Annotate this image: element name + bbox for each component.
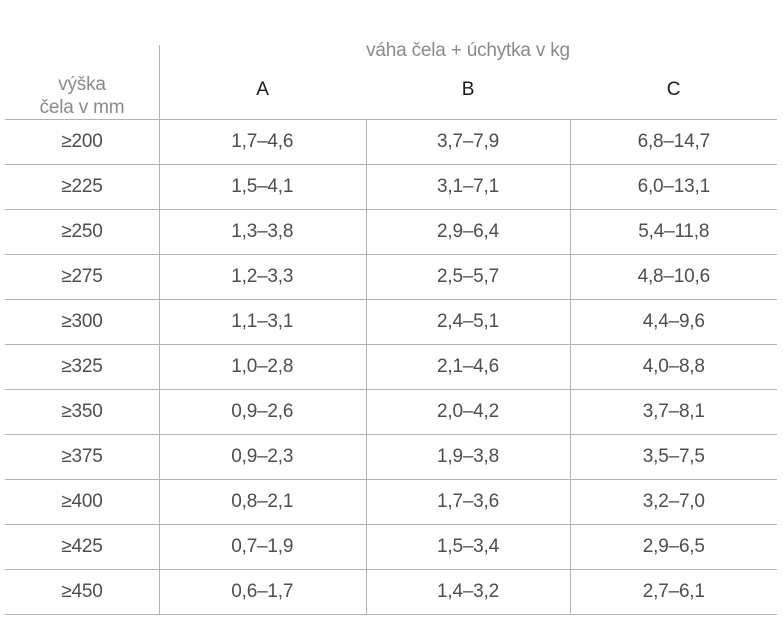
column-header-c: C: [666, 79, 681, 101]
row-header-height: ≥225: [61, 175, 103, 197]
value-cell-b: 3,7–7,9: [365, 119, 570, 164]
value-cell-c: 3,5–7,5: [569, 434, 778, 479]
table-row: ≥300 1,1–3,1 2,4–5,1 4,4–9,6: [5, 299, 778, 344]
table-row: ≥250 1,3–3,8 2,9–6,4 5,4–11,8: [5, 209, 778, 254]
value-cell-b: 2,4–5,1: [365, 299, 570, 344]
value-cell-b: 1,7–3,6: [365, 479, 570, 524]
value-cell-a: 1,0–2,8: [231, 355, 294, 377]
row-header-height: ≥275: [61, 265, 103, 287]
row-axis-header-line2: čela v mm: [39, 96, 125, 118]
group-header-label: váha čela + úchytka v kg: [366, 40, 570, 61]
table-row: ≥450 0,6–1,7 1,4–3,2 2,7–6,1: [5, 569, 778, 614]
table-row: ≥225 1,5–4,1 3,1–7,1 6,0–13,1: [5, 164, 778, 209]
value-cell-b: 1,5–3,4: [365, 524, 570, 569]
value-cell-b: 2,0–4,2: [365, 389, 570, 434]
value-cell-c: 4,8–10,6: [569, 254, 778, 299]
column-header-a: A: [256, 79, 269, 101]
table-header: výška čela v mm váha čela + úchytka v kg…: [5, 0, 777, 119]
group-header-row: výška čela v mm váha čela + úchytka v kg: [5, 0, 777, 118]
value-cell-a: 0,6–1,7: [231, 580, 294, 602]
value-cell-b: 2,1–4,6: [365, 344, 570, 389]
value-cell-c: 3,7–8,1: [569, 389, 778, 434]
value-cell-a: 1,7–4,6: [231, 130, 294, 152]
value-cell-b: 2,9–6,4: [365, 209, 570, 254]
value-cell-a: 1,3–3,8: [231, 220, 294, 242]
table-row: ≥325 1,0–2,8 2,1–4,6 4,0–8,8: [5, 344, 778, 389]
row-header-height: ≥350: [61, 400, 103, 422]
value-cell-b: 3,1–7,1: [365, 164, 570, 209]
column-letters-row: A B C: [5, 62, 777, 119]
value-cell-a: 1,1–3,1: [231, 310, 294, 332]
value-cell-c: 6,0–13,1: [569, 164, 778, 209]
row-header-height: ≥375: [61, 445, 103, 467]
column-divider-line: [159, 45, 160, 614]
row-header-height: ≥250: [61, 220, 103, 242]
value-cell-a: 0,9–2,3: [231, 445, 294, 467]
value-cell-a: 0,7–1,9: [231, 535, 294, 557]
table-row: ≥375 0,9–2,3 1,9–3,8 3,5–7,5: [5, 434, 778, 479]
row-header-height: ≥425: [61, 535, 103, 557]
front-weight-table: výška čela v mm váha čela + úchytka v kg…: [5, 0, 778, 615]
column-header-b: B: [461, 79, 475, 101]
table-row: ≥275 1,2–3,3 2,5–5,7 4,8–10,6: [5, 254, 778, 299]
value-cell-c: 4,0–8,8: [569, 344, 778, 389]
table-row: ≥400 0,8–2,1 1,7–3,6 3,2–7,0: [5, 479, 778, 524]
row-header-height: ≥300: [61, 310, 103, 332]
value-cell-b: 1,9–3,8: [365, 434, 570, 479]
row-header-height: ≥200: [61, 130, 103, 152]
value-cell-c: 6,8–14,7: [569, 119, 778, 164]
row-header-height: ≥450: [61, 580, 103, 602]
value-cell-c: 4,4–9,6: [569, 299, 778, 344]
table-row: ≥200 1,7–4,6 3,7–7,9 6,8–14,7: [5, 119, 778, 164]
table-row: ≥350 0,9–2,6 2,0–4,2 3,7–8,1: [5, 389, 778, 434]
value-cell-b: 2,5–5,7: [365, 254, 570, 299]
row-axis-header-line1: výška: [58, 73, 106, 95]
value-cell-c: 5,4–11,8: [569, 209, 778, 254]
value-cell-c: 3,2–7,0: [569, 479, 778, 524]
value-cell-a: 0,8–2,1: [231, 490, 294, 512]
value-cell-c: 2,7–6,1: [569, 569, 778, 614]
row-header-height: ≥400: [61, 490, 103, 512]
row-header-height: ≥325: [61, 355, 103, 377]
table-row: ≥425 0,7–1,9 1,5–3,4 2,9–6,5: [5, 524, 778, 569]
value-cell-c: 2,9–6,5: [569, 524, 778, 569]
value-cell-a: 0,9–2,6: [231, 400, 294, 422]
value-cell-a: 1,5–4,1: [231, 175, 294, 197]
table-body: ≥200 1,7–4,6 3,7–7,9 6,8–14,7 ≥225 1,5–4…: [5, 119, 778, 614]
value-cell-b: 1,4–3,2: [365, 569, 570, 614]
row-axis-header: výška čela v mm: [5, 0, 159, 119]
value-cell-a: 1,2–3,3: [231, 265, 294, 287]
